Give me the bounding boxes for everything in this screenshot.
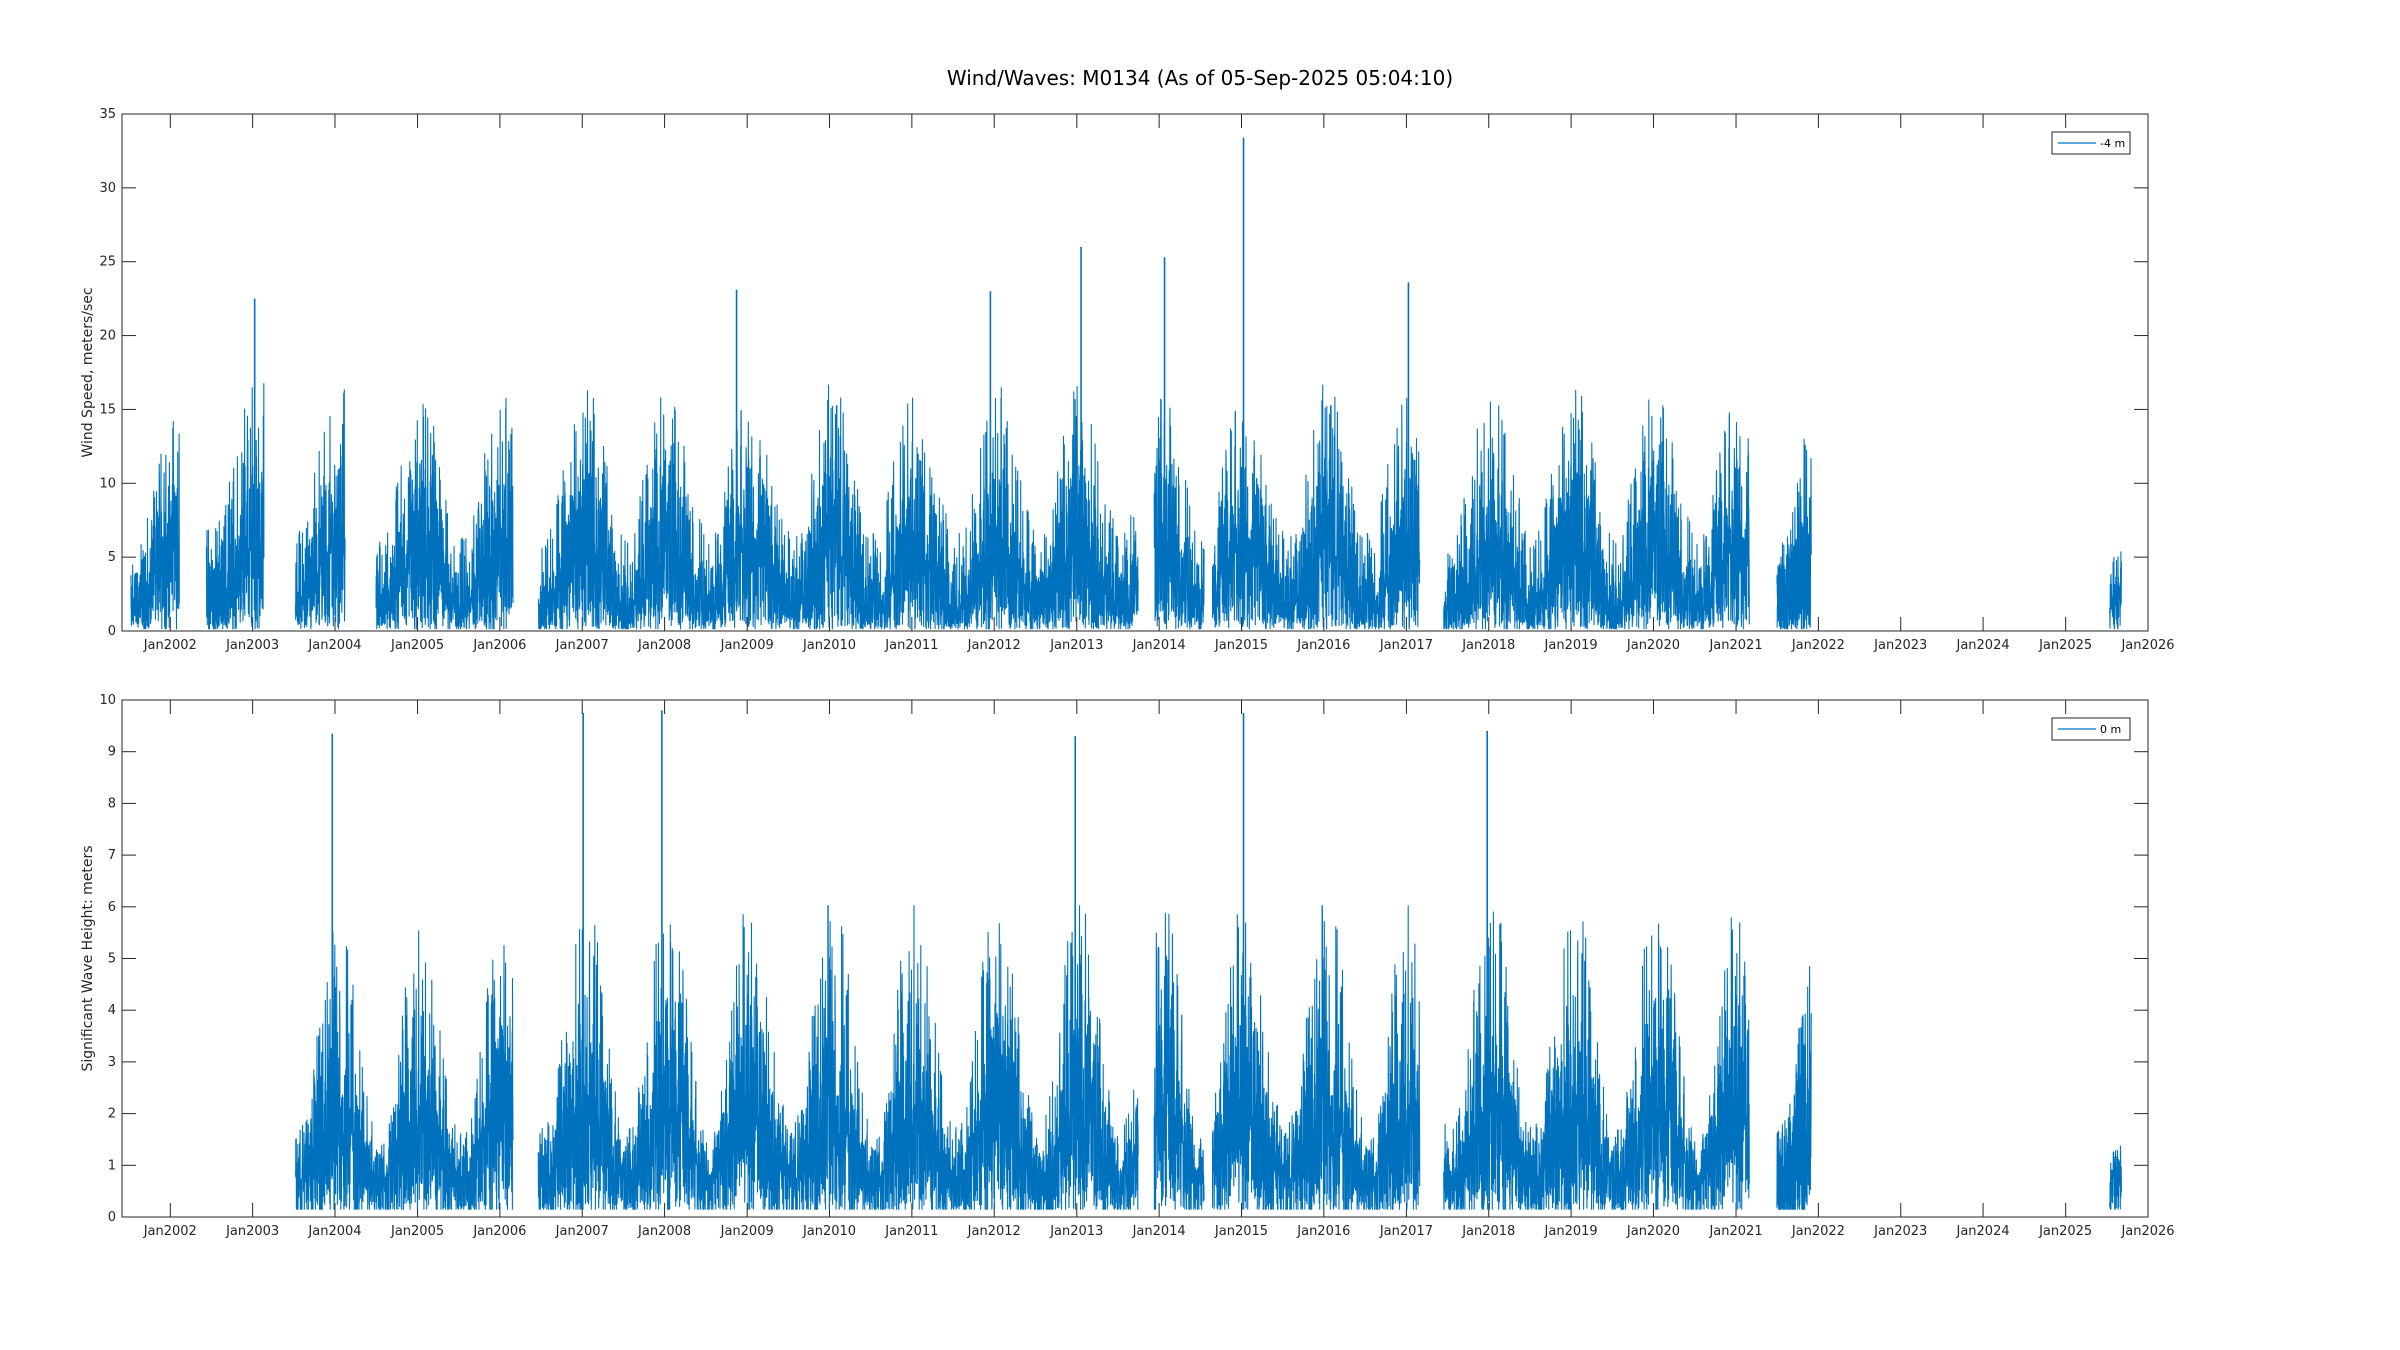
legend: -4 m xyxy=(2051,131,2131,155)
x-tick-label: Jan2011 xyxy=(884,638,938,653)
x-tick-label: Jan2025 xyxy=(2038,1224,2092,1239)
x-tick-label: Jan2005 xyxy=(390,1224,444,1239)
y-tick-label: 9 xyxy=(108,745,116,760)
series-segment xyxy=(537,384,1807,630)
x-tick-label: Jan2010 xyxy=(802,1224,856,1239)
series-segment xyxy=(294,930,514,1210)
series-segment xyxy=(294,389,346,630)
x-tick-label: Jan2022 xyxy=(1791,638,1845,653)
y-tick-label: 10 xyxy=(99,476,116,491)
x-tick-label: Jan2016 xyxy=(1296,1224,1350,1239)
x-tick-label: Jan2012 xyxy=(967,638,1021,653)
y-tick-label: 35 xyxy=(99,107,116,122)
chart-panel-1: 0 5 10 15 20 25 30 35 Jan2002 Jan2003 Jan2004 Jan20… xyxy=(80,107,2175,653)
y-tick-label: 0 xyxy=(108,624,116,639)
x-tick-label: Jan2006 xyxy=(472,1224,526,1239)
y-tick-label: 7 xyxy=(108,848,116,863)
x-tick-label: Jan2024 xyxy=(1956,1224,2010,1239)
figure-title: Wind/Waves: M0134 (As of 05-Sep-2025 05:… xyxy=(946,66,1454,90)
series-segment xyxy=(537,904,1807,1210)
y-tick-label: 30 xyxy=(99,181,116,196)
x-tick-label: Jan2025 xyxy=(2038,638,2092,653)
x-tick-label: Jan2014 xyxy=(1132,638,1186,653)
series-segment xyxy=(1776,966,1812,1210)
x-tick-label: Jan2013 xyxy=(1049,638,1103,653)
x-tick-label: Jan2002 xyxy=(143,1224,197,1239)
x-tick-label: Jan2003 xyxy=(225,1224,279,1239)
x-tick-label: Jan2018 xyxy=(1461,638,1515,653)
x-tick-label: Jan2010 xyxy=(802,638,856,653)
x-tick-label: Jan2018 xyxy=(1461,1224,1515,1239)
y-tick-label: 2 xyxy=(108,1107,116,1122)
x-tick-label: Jan2020 xyxy=(1626,1224,1680,1239)
x-tick-label: Jan2005 xyxy=(390,638,444,653)
y-tick-label: 0 xyxy=(108,1210,116,1225)
x-tick-label: Jan2004 xyxy=(307,638,361,653)
axes-box xyxy=(121,113,2149,632)
y-axis-label: Significant Wave Height: meters xyxy=(80,845,96,1071)
series-segment xyxy=(2109,1145,2122,1210)
x-tick-label: Jan2017 xyxy=(1379,1224,1433,1239)
x-tick-label: Jan2009 xyxy=(720,1224,774,1239)
y-tick-label: 10 xyxy=(99,693,116,708)
y-tick-label: 1 xyxy=(108,1158,116,1173)
y-tick-label: 5 xyxy=(108,550,116,565)
y-tick-label: 8 xyxy=(108,796,116,811)
legend-label: -4 m xyxy=(2100,137,2125,150)
x-tick-label: Jan2003 xyxy=(225,638,279,653)
y-axis-label: Wind Speed, meters/sec xyxy=(80,287,96,457)
x-tick-label: Jan2006 xyxy=(472,638,526,653)
x-tick-label: Jan2002 xyxy=(143,638,197,653)
x-tick-label: Jan2004 xyxy=(307,1224,361,1239)
series-segment xyxy=(2109,551,2122,630)
x-tick-label: Jan2017 xyxy=(1379,638,1433,653)
x-tick-label: Jan2020 xyxy=(1626,638,1680,653)
x-tick-label: Jan2023 xyxy=(1873,638,1927,653)
x-tick-label: Jan2013 xyxy=(1049,1224,1103,1239)
series-segment xyxy=(130,420,180,630)
x-tick-label: Jan2014 xyxy=(1132,1224,1186,1239)
x-tick-label: Jan2021 xyxy=(1708,1224,1762,1239)
legend-label: 0 m xyxy=(2100,723,2121,736)
x-tick-label: Jan2023 xyxy=(1873,1224,1927,1239)
series-segment xyxy=(375,397,514,630)
chart-panel-2: 0 1 2 3 4 5 6 7 8 9 10 Jan2002 Jan2003 Jan2004 Jan2005… xyxy=(80,693,2175,1239)
x-tick-label: Jan2015 xyxy=(1214,1224,1268,1239)
y-tick-label: 5 xyxy=(108,952,116,967)
x-tick-label: Jan2012 xyxy=(967,1224,1021,1239)
x-tick-label: Jan2009 xyxy=(720,638,774,653)
y-tick-label: 6 xyxy=(108,900,116,915)
x-tick-label: Jan2026 xyxy=(2120,638,2174,653)
x-tick-label: Jan2008 xyxy=(637,638,691,653)
x-tick-label: Jan2008 xyxy=(637,1224,691,1239)
x-tick-label: Jan2024 xyxy=(1956,638,2010,653)
x-tick-label: Jan2026 xyxy=(2120,1224,2174,1239)
y-tick-label: 15 xyxy=(99,402,116,417)
x-tick-label: Jan2016 xyxy=(1296,638,1350,653)
x-tick-label: Jan2007 xyxy=(555,1224,609,1239)
x-tick-label: Jan2019 xyxy=(1544,1224,1598,1239)
x-tick-label: Jan2021 xyxy=(1708,638,1762,653)
y-tick-label: 20 xyxy=(99,329,116,344)
legend: 0 m xyxy=(2051,717,2131,741)
y-tick-label: 3 xyxy=(108,1055,116,1070)
x-tick-label: Jan2019 xyxy=(1544,638,1598,653)
x-tick-label: Jan2015 xyxy=(1214,638,1268,653)
x-tick-label: Jan2011 xyxy=(884,1224,938,1239)
x-tick-label: Jan2022 xyxy=(1791,1224,1845,1239)
x-tick-label: Jan2007 xyxy=(555,638,609,653)
y-tick-label: 25 xyxy=(99,255,116,270)
series-segment xyxy=(1776,449,1812,630)
y-tick-label: 4 xyxy=(108,1003,116,1018)
